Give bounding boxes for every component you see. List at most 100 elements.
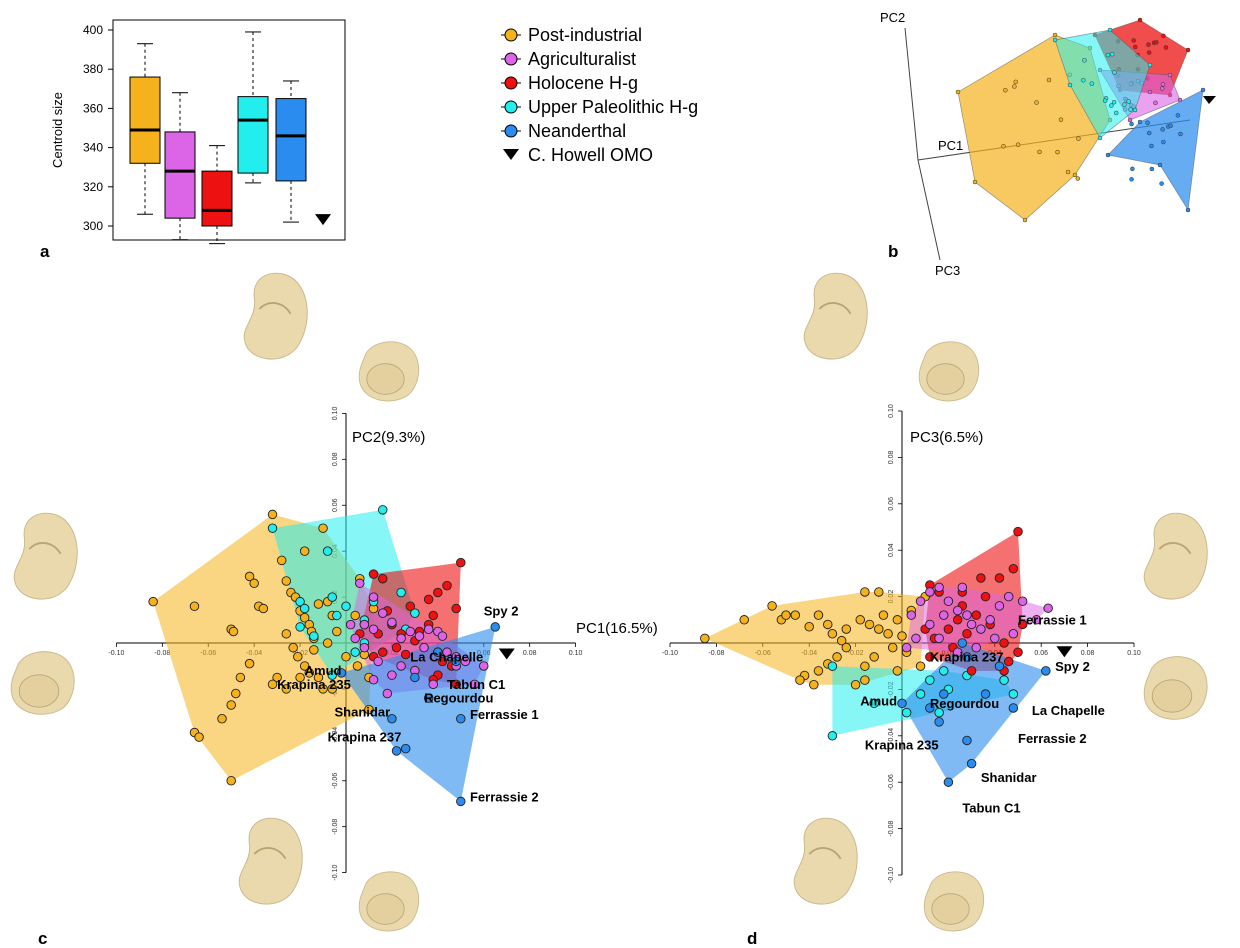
point-post-industrial bbox=[276, 555, 287, 566]
point-holocene-h-g bbox=[1017, 619, 1028, 630]
point-neanderthal bbox=[336, 668, 347, 678]
point-neanderthal bbox=[490, 622, 500, 632]
point-3d bbox=[1089, 81, 1095, 86]
panel-label: d bbox=[747, 929, 757, 948]
point-holocene-h-g bbox=[971, 610, 981, 620]
point-agriculturalist bbox=[373, 656, 383, 667]
bone-image bbox=[793, 817, 858, 905]
point-agriculturalist bbox=[359, 642, 370, 653]
point-agriculturalist bbox=[952, 605, 963, 616]
bone-shadow bbox=[28, 542, 62, 555]
point-post-industrial bbox=[332, 626, 342, 637]
bone-image bbox=[918, 341, 980, 402]
point-3d bbox=[1081, 77, 1086, 83]
point-3d bbox=[1145, 120, 1150, 125]
point-post-industrial bbox=[258, 603, 269, 614]
point-post-industrial bbox=[874, 624, 884, 634]
point-3d bbox=[1163, 45, 1169, 50]
point-agriculturalist bbox=[934, 633, 944, 644]
point-upper-paleolithic-h-g bbox=[377, 505, 388, 515]
point-agriculturalist bbox=[925, 619, 935, 630]
point-neanderthal bbox=[423, 693, 434, 703]
point-3d bbox=[1112, 70, 1117, 75]
point-post-industrial bbox=[244, 658, 255, 669]
panel-b-3d-pca: PC2 PC1 PC3 b bbox=[880, 10, 1216, 278]
legend-marker bbox=[504, 124, 518, 138]
y-tick-label: 380 bbox=[83, 62, 103, 76]
point-3d bbox=[1034, 100, 1039, 105]
point-agriculturalist bbox=[414, 631, 425, 641]
point-post-industrial bbox=[892, 615, 903, 625]
x-axis-label: PC1(16.5%) bbox=[576, 620, 658, 637]
legend-item: C. Howell OMO bbox=[503, 145, 653, 165]
specimen-label: Amud bbox=[860, 694, 897, 709]
legend-label: C. Howell OMO bbox=[528, 145, 653, 165]
point-post-industrial bbox=[267, 679, 278, 690]
point-agriculturalist bbox=[442, 647, 452, 657]
point-3d bbox=[1159, 181, 1164, 186]
bone-shape bbox=[793, 817, 858, 905]
point-agriculturalist bbox=[966, 619, 977, 630]
point-neanderthal bbox=[391, 746, 402, 756]
point-post-industrial bbox=[836, 635, 847, 646]
point-post-industrial bbox=[860, 661, 870, 671]
point-post-industrial bbox=[864, 619, 875, 630]
point-agriculturalist bbox=[405, 626, 416, 637]
point-3d bbox=[1146, 130, 1152, 136]
point-agriculturalist bbox=[957, 582, 968, 593]
bone-image bbox=[10, 651, 75, 715]
point-holocene-h-g bbox=[377, 647, 388, 657]
point-3d bbox=[1147, 89, 1153, 95]
point-post-industrial bbox=[341, 652, 351, 662]
point-upper-paleolithic-h-g bbox=[869, 698, 879, 709]
point-post-industrial bbox=[299, 546, 310, 556]
point-post-industrial bbox=[309, 645, 319, 655]
vertex-3d bbox=[1132, 107, 1138, 113]
point-holocene-h-g bbox=[391, 642, 402, 653]
point-agriculturalist bbox=[368, 592, 379, 602]
bone-image bbox=[1143, 512, 1208, 600]
bone-facet bbox=[366, 363, 405, 395]
point-3d bbox=[1013, 79, 1018, 85]
point-agriculturalist bbox=[428, 679, 438, 690]
point-3d bbox=[1111, 99, 1117, 105]
point-neanderthal bbox=[962, 652, 972, 662]
point-holocene-h-g bbox=[437, 656, 448, 667]
point-3d bbox=[1126, 99, 1131, 104]
point-agriculturalist bbox=[396, 633, 406, 644]
point-agriculturalist bbox=[345, 619, 356, 630]
y-tick-label: 0.06 bbox=[888, 497, 895, 511]
point-holocene-h-g bbox=[952, 615, 963, 625]
vertex-3d bbox=[1052, 37, 1058, 43]
bone-image bbox=[13, 512, 78, 600]
bone-shadow bbox=[258, 302, 292, 315]
point-3d bbox=[1168, 123, 1173, 129]
panel-c-pca-scatter: -0.10-0.08-0.06-0.04-0.020.020.040.060.0… bbox=[10, 272, 658, 948]
point-upper-paleolithic-h-g bbox=[327, 670, 337, 680]
specimen-label: Shanidar bbox=[335, 704, 391, 719]
specimen-label: Regourdou bbox=[930, 696, 999, 711]
point-neanderthal bbox=[925, 703, 935, 713]
y-tick-label: 0.10 bbox=[332, 406, 339, 420]
point-agriculturalist bbox=[387, 617, 397, 628]
point-holocene-h-g bbox=[1013, 647, 1023, 658]
point-upper-paleolithic-h-g bbox=[915, 689, 926, 699]
point-holocene-h-g bbox=[400, 649, 411, 660]
point-3d bbox=[1058, 117, 1064, 122]
point-post-industrial bbox=[897, 631, 907, 641]
bone-shape bbox=[238, 817, 303, 905]
point-upper-paleolithic-h-g bbox=[827, 661, 838, 671]
legend-label: Upper Paleolithic H-g bbox=[528, 97, 698, 117]
bone-image bbox=[358, 341, 420, 402]
point-agriculturalist bbox=[943, 596, 954, 606]
y-tick-label: -0.10 bbox=[888, 867, 895, 883]
point-post-industrial bbox=[832, 652, 842, 662]
point-post-industrial bbox=[235, 672, 246, 683]
point-neanderthal bbox=[387, 714, 397, 724]
point-agriculturalist bbox=[906, 610, 917, 620]
vertex-3d bbox=[1185, 47, 1191, 53]
point-post-industrial bbox=[841, 624, 852, 634]
y-tick-label: 0.08 bbox=[332, 452, 339, 466]
point-neanderthal bbox=[934, 717, 944, 727]
